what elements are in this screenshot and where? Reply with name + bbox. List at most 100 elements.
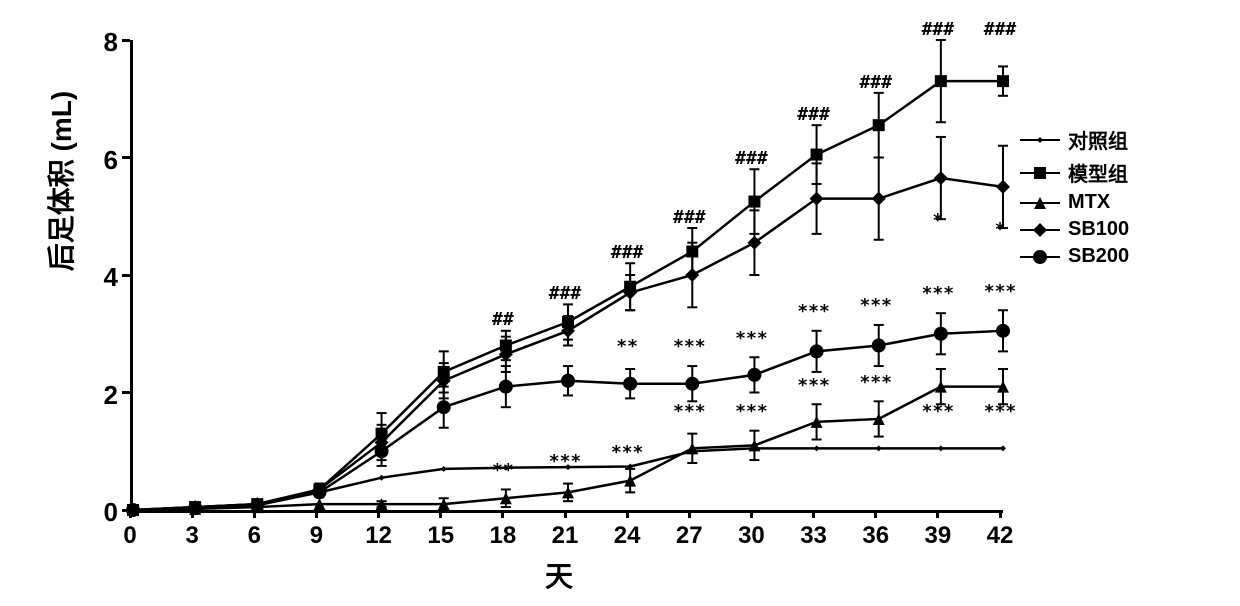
x-tick (874, 510, 877, 518)
x-tick-label: 39 (924, 522, 951, 550)
marker-model (997, 75, 1009, 87)
legend-line (1020, 229, 1060, 231)
marker-sb200 (499, 380, 513, 394)
significance-marker: ### (673, 207, 706, 228)
significance-marker: *** (673, 401, 706, 422)
y-tick-label: 4 (82, 262, 118, 293)
x-tick (377, 510, 380, 518)
significance-marker: *** (549, 451, 582, 472)
marker-model (748, 196, 760, 208)
significance-marker: ### (859, 72, 892, 93)
x-tick (750, 510, 753, 518)
marker-sb200 (872, 339, 886, 353)
legend-label: 对照组 (1068, 125, 1128, 154)
significance-marker: ### (797, 104, 830, 125)
legend-marker-diamond-sm-icon (1032, 132, 1048, 148)
marker-control (379, 475, 385, 481)
significance-marker: *** (735, 328, 768, 349)
marker-sb200 (437, 400, 451, 414)
x-tick-label: 12 (365, 522, 392, 550)
marker-sb200 (623, 377, 637, 391)
x-tick (501, 510, 504, 518)
x-tick (564, 510, 567, 518)
significance-marker: ** (616, 336, 638, 357)
significance-marker: *** (859, 295, 892, 316)
legend-line (1020, 139, 1060, 141)
x-tick-label: 0 (123, 522, 136, 550)
y-tick-label: 6 (82, 145, 118, 176)
x-tick (129, 510, 132, 518)
x-tick-label: 27 (676, 522, 703, 550)
significance-marker: *** (673, 336, 706, 357)
significance-marker: *** (611, 442, 644, 463)
marker-sb200 (375, 444, 389, 458)
x-axis-label: 天 (545, 555, 573, 595)
marker-sb200 (810, 344, 824, 358)
marker-control (814, 445, 820, 451)
y-tick (122, 391, 130, 394)
x-tick (936, 510, 939, 518)
significance-marker: ### (549, 283, 582, 304)
x-tick (315, 510, 318, 518)
x-tick (439, 510, 442, 518)
legend-item-model: 模型组 (1020, 158, 1129, 187)
legend-marker-diamond-lg-icon (1032, 222, 1048, 238)
legend-line (1020, 172, 1060, 174)
x-tick (191, 510, 194, 518)
marker-control (1000, 445, 1006, 451)
marker-sb200 (312, 485, 326, 499)
legend-item-control: 对照组 (1020, 125, 1129, 154)
x-tick-label: 3 (185, 522, 198, 550)
marker-sb100 (934, 171, 948, 185)
marker-control (938, 445, 944, 451)
marker-sb100 (685, 268, 699, 282)
y-tick-label: 2 (82, 380, 118, 411)
significance-marker: *** (859, 372, 892, 393)
significance-marker: *** (735, 401, 768, 422)
x-tick-label: 15 (427, 522, 454, 550)
x-tick (999, 510, 1002, 518)
legend-marker-triangle-icon (1032, 195, 1048, 211)
marker-model (811, 149, 823, 161)
legend-line (1020, 256, 1060, 258)
x-tick-label: 36 (862, 522, 889, 550)
chart-svg (133, 40, 1003, 510)
significance-marker: ### (984, 19, 1017, 40)
significance-marker: *** (922, 283, 955, 304)
x-tick-label: 21 (552, 522, 579, 550)
legend-label: SB100 (1068, 218, 1129, 241)
x-tick-label: 42 (987, 522, 1014, 550)
significance-marker: *** (797, 301, 830, 322)
significance-marker: ## (492, 309, 514, 330)
marker-model (935, 75, 947, 87)
marker-control (441, 466, 447, 472)
significance-marker: *** (797, 375, 830, 396)
legend-label: 模型组 (1068, 158, 1128, 187)
legend-item-sb200: SB200 (1020, 245, 1129, 268)
legend-marker-square-icon (1032, 165, 1048, 181)
significance-marker: * (995, 219, 1006, 240)
x-tick (812, 510, 815, 518)
x-tick-label: 6 (248, 522, 261, 550)
legend-label: MTX (1068, 191, 1110, 214)
significance-marker: * (932, 210, 943, 231)
significance-marker: *** (922, 401, 955, 422)
marker-sb200 (685, 377, 699, 391)
x-tick (626, 510, 629, 518)
y-tick (122, 274, 130, 277)
legend-item-sb100: SB100 (1020, 218, 1129, 241)
legend-marker-circle-icon (1032, 249, 1048, 265)
marker-sb100 (872, 192, 886, 206)
marker-sb200 (747, 368, 761, 382)
y-tick (122, 156, 130, 159)
significance-marker: *** (984, 281, 1017, 302)
significance-marker: ** (492, 460, 514, 481)
marker-sb200 (561, 374, 575, 388)
marker-sb100 (996, 180, 1010, 194)
significance-marker: *** (984, 401, 1017, 422)
significance-marker: ### (735, 148, 768, 169)
legend-label: SB200 (1068, 245, 1129, 268)
x-tick-label: 24 (614, 522, 641, 550)
x-tick-label: 18 (489, 522, 516, 550)
marker-sb200 (934, 327, 948, 341)
